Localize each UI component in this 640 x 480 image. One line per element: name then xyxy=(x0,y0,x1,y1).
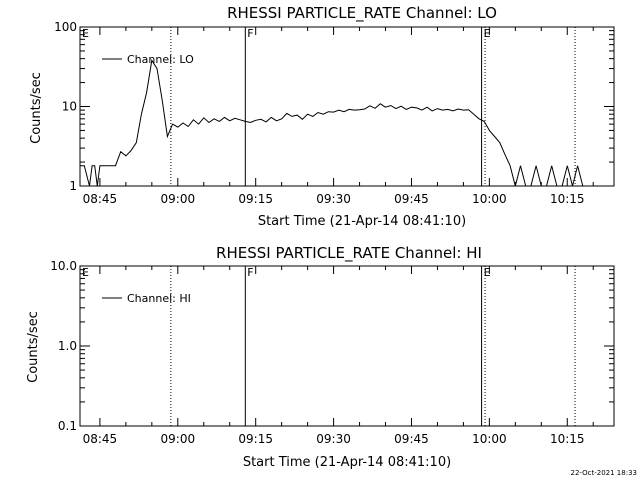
event-marker-label: E xyxy=(484,27,491,40)
x-tick-label: 08:45 xyxy=(83,432,118,446)
y-tick-label: 10 xyxy=(62,100,77,114)
x-tick-label: 08:45 xyxy=(83,192,118,206)
x-tick-label: 10:15 xyxy=(550,192,585,206)
x-axis-label: Start Time (21-Apr-14 08:41:10) xyxy=(243,455,451,470)
event-marker-label: E xyxy=(82,27,89,40)
legend-label: Channel: HI xyxy=(127,292,191,305)
hi-channel-panel: RHESSI PARTICLE_RATE Channel: HI Start T… xyxy=(26,244,615,470)
x-tick-label: 09:30 xyxy=(316,192,351,206)
y-tick-label: 1.0 xyxy=(58,339,77,353)
x-tick-label: 09:45 xyxy=(394,192,429,206)
y-tick-label: 0.1 xyxy=(58,419,77,433)
x-tick-label: 10:00 xyxy=(472,432,507,446)
event-marker-label: F xyxy=(247,27,253,40)
y-axis-label: Counts/sec xyxy=(26,311,41,383)
event-marker-label: E xyxy=(82,266,89,279)
x-tick-label: 09:00 xyxy=(161,432,196,446)
chart-title: RHESSI PARTICLE_RATE Channel: HI xyxy=(216,244,482,263)
series-line xyxy=(80,59,584,187)
x-tick-label: 10:00 xyxy=(472,192,507,206)
x-tick-label: 09:30 xyxy=(316,432,351,446)
chart-title: RHESSI PARTICLE_RATE Channel: LO xyxy=(227,4,497,23)
lo-channel-panel: RHESSI PARTICLE_RATE Channel: LO Start T… xyxy=(29,4,615,229)
legend-label: Channel: LO xyxy=(127,53,194,66)
y-tick-label: 10.0 xyxy=(50,259,77,273)
x-tick-label: 09:00 xyxy=(161,192,196,206)
event-marker-label: F xyxy=(247,266,253,279)
y-tick-label: 100 xyxy=(54,20,77,34)
x-tick-label: 09:15 xyxy=(238,192,273,206)
x-tick-label: 09:15 xyxy=(238,432,273,446)
y-tick-label: 1 xyxy=(69,179,77,193)
event-marker-label: E xyxy=(484,266,491,279)
x-tick-label: 09:45 xyxy=(394,432,429,446)
x-tick-label: 10:15 xyxy=(550,432,585,446)
x-axis-label: Start Time (21-Apr-14 08:41:10) xyxy=(258,214,466,229)
y-axis-label: Counts/sec xyxy=(29,72,44,144)
timestamp-stamp: 22-Oct-2021 18:33 xyxy=(571,469,637,477)
